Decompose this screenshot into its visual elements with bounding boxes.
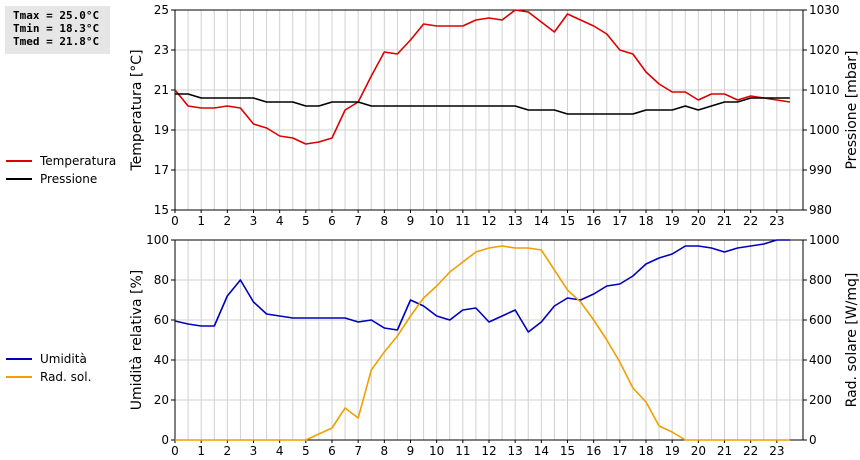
- top-right-tick-label: 1030: [809, 3, 840, 17]
- top-x-tick-label: 1: [197, 214, 205, 228]
- stat-tmax: Tmax = 25.0°C: [13, 9, 100, 22]
- top-left-tick-label: 21: [154, 83, 169, 97]
- top-series-line-1: [175, 93, 790, 115]
- top-x-tick-label: 18: [638, 214, 653, 228]
- stats-box: Tmax = 25.0°C Tmin = 18.3°C Tmed = 21.8°…: [5, 6, 110, 54]
- legend-item-temperatura: Temperatura: [6, 152, 116, 170]
- legend-swatch-temperatura: [6, 160, 32, 162]
- top-right-tick-label: 990: [809, 163, 832, 177]
- top-left-tick-label: 17: [154, 163, 169, 177]
- bottom-series-line-1: [175, 245, 790, 441]
- legend-label-pressione: Pressione: [40, 172, 98, 186]
- bottom-x-tick-label: 18: [638, 444, 653, 458]
- top-left-tick-label: 25: [154, 3, 169, 17]
- top-series-line-0: [174, 9, 791, 145]
- bottom-right-tick-label: 400: [809, 353, 832, 367]
- bottom-left-tick-label: 60: [154, 313, 169, 327]
- top-x-tick-label: 0: [171, 214, 179, 228]
- bottom-left-tick-label: 0: [161, 433, 169, 447]
- top-right-tick-label: 980: [809, 203, 832, 217]
- bottom-x-tick-label: 6: [328, 444, 336, 458]
- legend-label-temperatura: Temperatura: [40, 154, 117, 168]
- bottom-x-tick-label: 15: [560, 444, 575, 458]
- bottom-x-tick-label: 23: [769, 444, 784, 458]
- top-x-tick-label: 8: [381, 214, 389, 228]
- bottom-left-tick-label: 40: [154, 353, 169, 367]
- bottom-right-tick-label: 0: [809, 433, 817, 447]
- bottom-x-tick-label: 20: [691, 444, 706, 458]
- top-x-tick-label: 2: [224, 214, 232, 228]
- bottom-x-tick-label: 11: [455, 444, 470, 458]
- bottom-x-tick-label: 8: [381, 444, 389, 458]
- top-x-tick-label: 22: [743, 214, 758, 228]
- legend-swatch-umidita: [6, 358, 32, 360]
- top-x-tick-label: 17: [612, 214, 627, 228]
- top-x-tick-label: 6: [328, 214, 336, 228]
- legend-swatch-rad-sol: [6, 376, 32, 378]
- bottom-x-tick-label: 12: [481, 444, 496, 458]
- top-right-tick-label: 1010: [809, 83, 840, 97]
- top-right-axis-label: Pressione [mbar]: [844, 50, 860, 169]
- bottom-x-tick-label: 3: [250, 444, 258, 458]
- bottom-right-tick-label: 200: [809, 393, 832, 407]
- top-x-tick-label: 16: [586, 214, 601, 228]
- bottom-left-axis-label: Umidità relativa [%]: [129, 270, 145, 411]
- bottom-x-tick-label: 7: [354, 444, 362, 458]
- bottom-x-tick-label: 17: [612, 444, 627, 458]
- top-x-tick-label: 15: [560, 214, 575, 228]
- top-x-tick-label: 10: [429, 214, 444, 228]
- top-x-tick-label: 4: [276, 214, 284, 228]
- stat-tmin: Tmin = 18.3°C: [13, 22, 100, 35]
- bottom-series-line-0: [174, 239, 790, 333]
- bottom-x-tick-label: 2: [224, 444, 232, 458]
- top-right-tick-label: 1000: [809, 123, 840, 137]
- legend-item-umidita: Umidità: [6, 350, 91, 368]
- top-x-tick-label: 11: [455, 214, 470, 228]
- bottom-x-tick-label: 5: [302, 444, 310, 458]
- top-x-tick-label: 14: [534, 214, 549, 228]
- top-x-tick-label: 9: [407, 214, 415, 228]
- bottom-x-tick-label: 19: [665, 444, 680, 458]
- top-left-tick-label: 19: [154, 123, 169, 137]
- top-x-tick-label: 19: [665, 214, 680, 228]
- top-left-tick-label: 23: [154, 43, 169, 57]
- bottom-x-tick-label: 16: [586, 444, 601, 458]
- bottom-x-tick-label: 10: [429, 444, 444, 458]
- top-left-tick-label: 15: [154, 203, 169, 217]
- bottom-right-axis-label: Rad. solare [W/mq]: [844, 273, 860, 408]
- top-x-tick-label: 5: [302, 214, 310, 228]
- stat-tmed: Tmed = 21.8°C: [13, 35, 100, 48]
- bottom-x-tick-label: 21: [717, 444, 732, 458]
- top-right-tick-label: 1020: [809, 43, 840, 57]
- top-x-tick-label: 23: [769, 214, 784, 228]
- legend-item-rad-sol: Rad. sol.: [6, 368, 91, 386]
- legend-swatch-pressione: [6, 178, 32, 180]
- legend-item-pressione: Pressione: [6, 170, 116, 188]
- bottom-x-tick-label: 4: [276, 444, 284, 458]
- top-x-tick-label: 21: [717, 214, 732, 228]
- bottom-left-tick-label: 20: [154, 393, 169, 407]
- bottom-right-tick-label: 1000: [809, 233, 840, 247]
- top-x-tick-label: 12: [481, 214, 496, 228]
- bottom-x-tick-label: 14: [534, 444, 549, 458]
- top-x-tick-label: 20: [691, 214, 706, 228]
- top-x-tick-label: 7: [354, 214, 362, 228]
- bottom-x-tick-label: 22: [743, 444, 758, 458]
- bottom-x-tick-label: 13: [508, 444, 523, 458]
- legend-top: Temperatura Pressione: [6, 152, 116, 188]
- legend-label-rad-sol: Rad. sol.: [40, 370, 92, 384]
- bottom-x-tick-label: 0: [171, 444, 179, 458]
- bottom-left-tick-label: 80: [154, 273, 169, 287]
- top-x-tick-label: 3: [250, 214, 258, 228]
- bottom-x-tick-label: 1: [197, 444, 205, 458]
- bottom-right-tick-label: 800: [809, 273, 832, 287]
- top-left-axis-label: Temperatura [°C]: [129, 49, 145, 171]
- bottom-x-tick-label: 9: [407, 444, 415, 458]
- top-x-tick-label: 13: [508, 214, 523, 228]
- bottom-left-tick-label: 100: [146, 233, 169, 247]
- legend-bottom: Umidità Rad. sol.: [6, 350, 91, 386]
- legend-label-umidita: Umidità: [40, 352, 87, 366]
- bottom-right-tick-label: 600: [809, 313, 832, 327]
